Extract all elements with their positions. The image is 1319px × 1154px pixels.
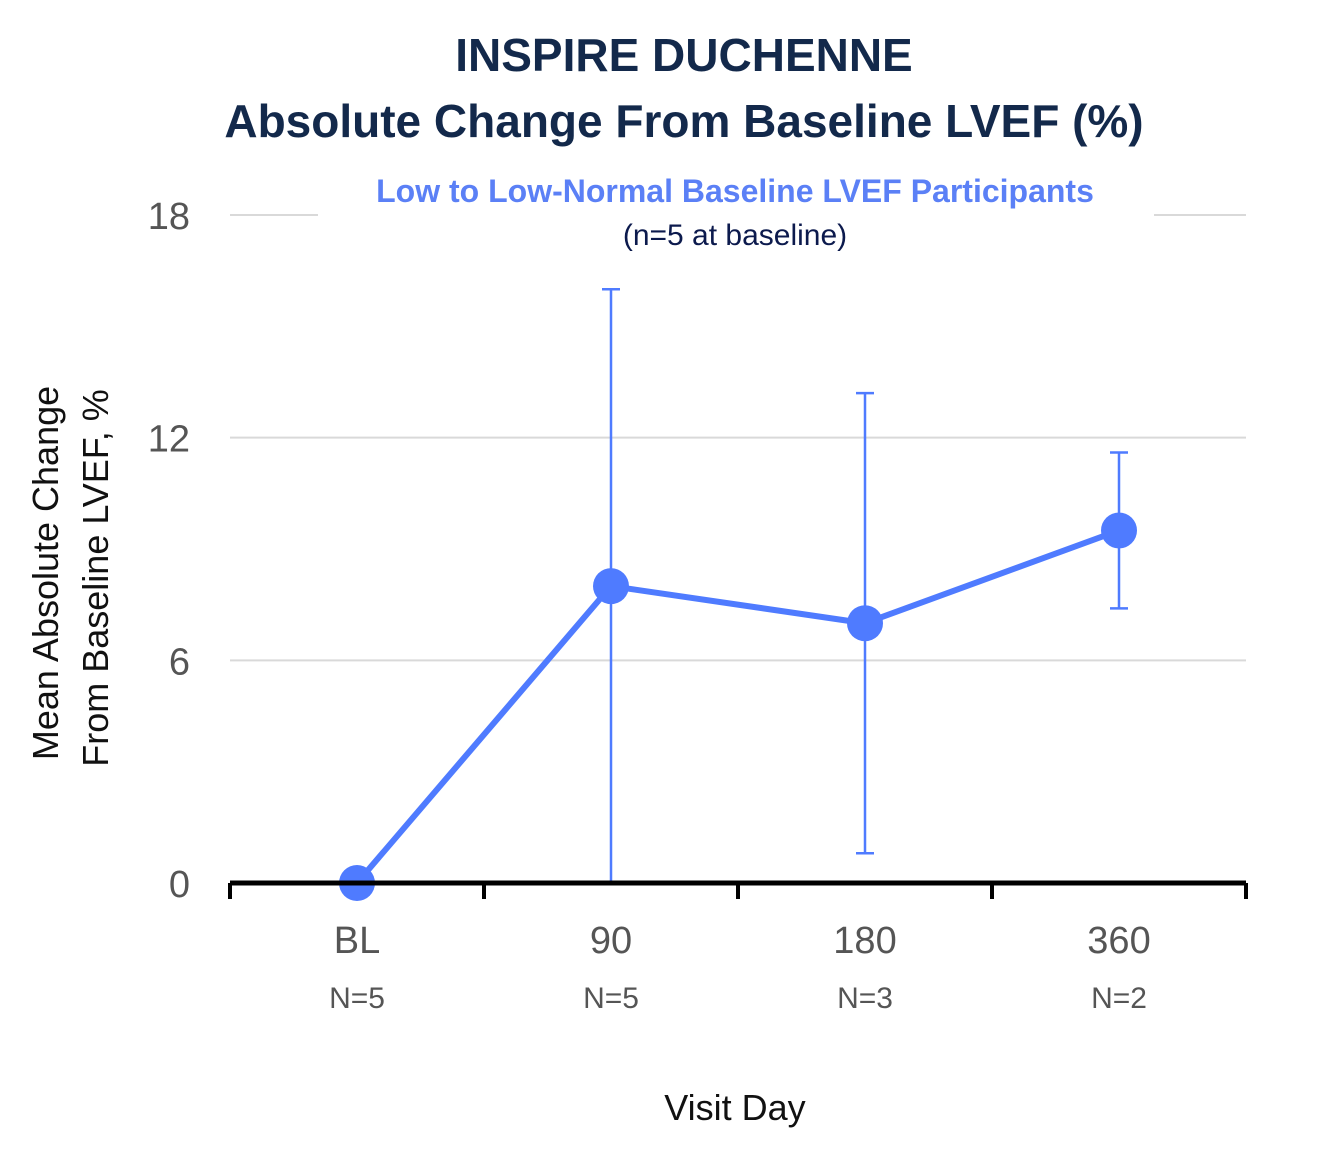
x-tick-sample-size: N=2: [1091, 982, 1147, 1015]
chart-title-line-1: INSPIRE DUCHENNE: [455, 29, 913, 81]
chart-subtitle: Low to Low-Normal Baseline LVEF Particip…: [376, 173, 1094, 209]
x-tick-sample-size: N=3: [837, 982, 893, 1015]
y-tick-label: 6: [169, 641, 190, 683]
y-tick-label: 12: [148, 419, 190, 461]
y-tick-labels: 0 6 12 18: [148, 196, 190, 906]
data-point: [847, 605, 883, 642]
x-tick-sample-size: N=5: [583, 982, 639, 1015]
chart-title-line-2: Absolute Change From Baseline LVEF (%): [224, 95, 1143, 147]
x-tick-label: 180: [833, 920, 896, 962]
y-tick-label: 0: [169, 864, 190, 906]
x-tick-sample-size: N=5: [329, 982, 385, 1015]
x-axis: BL N=5 90 N=5 180 N=3 360 N=2: [228, 880, 1248, 1015]
x-tick-label: 360: [1087, 920, 1150, 962]
y-tick-label: 18: [148, 196, 190, 238]
data-point: [593, 568, 629, 605]
x-axis-label: Visit Day: [664, 1087, 805, 1128]
series-layer: [339, 287, 1137, 901]
x-tick-label: 90: [590, 920, 632, 962]
gridlines: [230, 214, 1246, 662]
baseline-n-annotation: (n=5 at baseline): [623, 219, 847, 252]
series-line: [354, 527, 1121, 885]
y-axis-label-line-2: From Baseline LVEF, %: [75, 389, 116, 766]
x-tick-label: BL: [334, 920, 380, 962]
y-axis-label-line-1: Mean Absolute Change: [25, 386, 66, 760]
data-point: [1101, 512, 1137, 549]
